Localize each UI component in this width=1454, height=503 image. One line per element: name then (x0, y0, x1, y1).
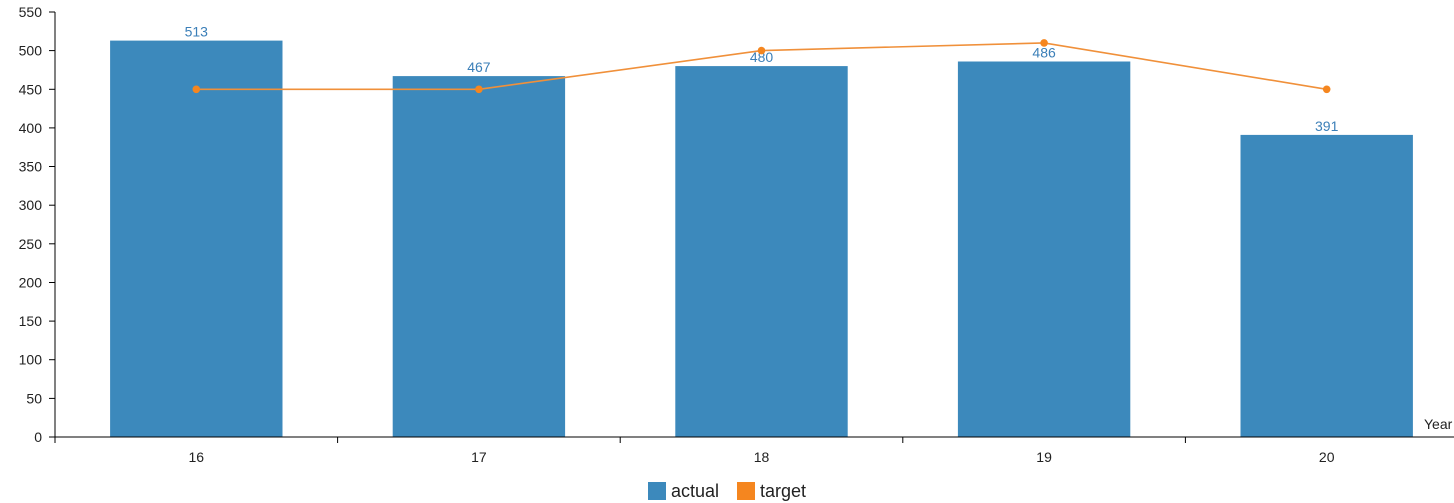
bar-18[interactable] (675, 66, 848, 437)
target-point-19[interactable] (1040, 39, 1048, 47)
y-axis: 0 50 100 150 200 250 300 350 400 450 500 550 (19, 4, 56, 445)
combo-chart: 513 467 480 486 391 0 50 100 150 200 250 300 350 400… (19, 4, 1454, 465)
bar-20[interactable] (1240, 134, 1413, 437)
target-point-16[interactable] (192, 85, 201, 94)
legend-label-actual: actual (670, 480, 719, 501)
legend-label-target: target (760, 480, 807, 501)
x-tick-label: 18 (754, 449, 770, 465)
legend-swatch-actual (647, 482, 666, 500)
y-tick-label: 100 (19, 352, 43, 368)
bar-value-label: 486 (1032, 45, 1056, 61)
x-tick-label: 19 (1036, 449, 1052, 465)
y-tick-label: 50 (26, 390, 42, 406)
legend-item-actual[interactable]: actual (647, 480, 719, 502)
x-axis: 16 17 18 19 20 (54, 436, 1454, 465)
target-point-17[interactable] (475, 85, 483, 94)
x-axis-title: Year (1424, 416, 1453, 432)
y-tick-label: 500 (19, 43, 43, 59)
x-tick-label: 16 (189, 449, 205, 465)
bar-17[interactable] (392, 76, 566, 437)
legend: actual target (0, 480, 1454, 502)
bar-value-label: 513 (185, 24, 209, 40)
legend-item-target[interactable]: target (737, 481, 806, 502)
y-tick-label: 550 (19, 4, 43, 20)
y-tick-label: 350 (19, 159, 43, 175)
y-tick-label: 150 (19, 313, 43, 329)
y-tick-label: 0 (34, 429, 42, 445)
bar-value-label: 480 (750, 49, 774, 65)
bar-series: 513 467 480 486 391 (110, 24, 1413, 437)
x-tick-label: 17 (471, 449, 487, 465)
y-tick-label: 250 (19, 236, 43, 252)
line-series (192, 39, 1331, 94)
legend-swatch-target (737, 482, 755, 500)
y-tick-label: 400 (19, 120, 43, 136)
bar-19[interactable] (957, 61, 1131, 438)
y-tick-label: 300 (19, 197, 43, 213)
x-tick-label: 20 (1319, 449, 1335, 465)
target-point-18[interactable] (757, 46, 766, 55)
y-tick-label: 200 (19, 275, 43, 291)
target-point-20[interactable] (1322, 85, 1331, 94)
bar-value-label: 391 (1315, 118, 1339, 134)
y-tick-label: 450 (19, 81, 43, 97)
bar-16[interactable] (110, 40, 283, 437)
bar-value-label: 467 (467, 59, 491, 75)
